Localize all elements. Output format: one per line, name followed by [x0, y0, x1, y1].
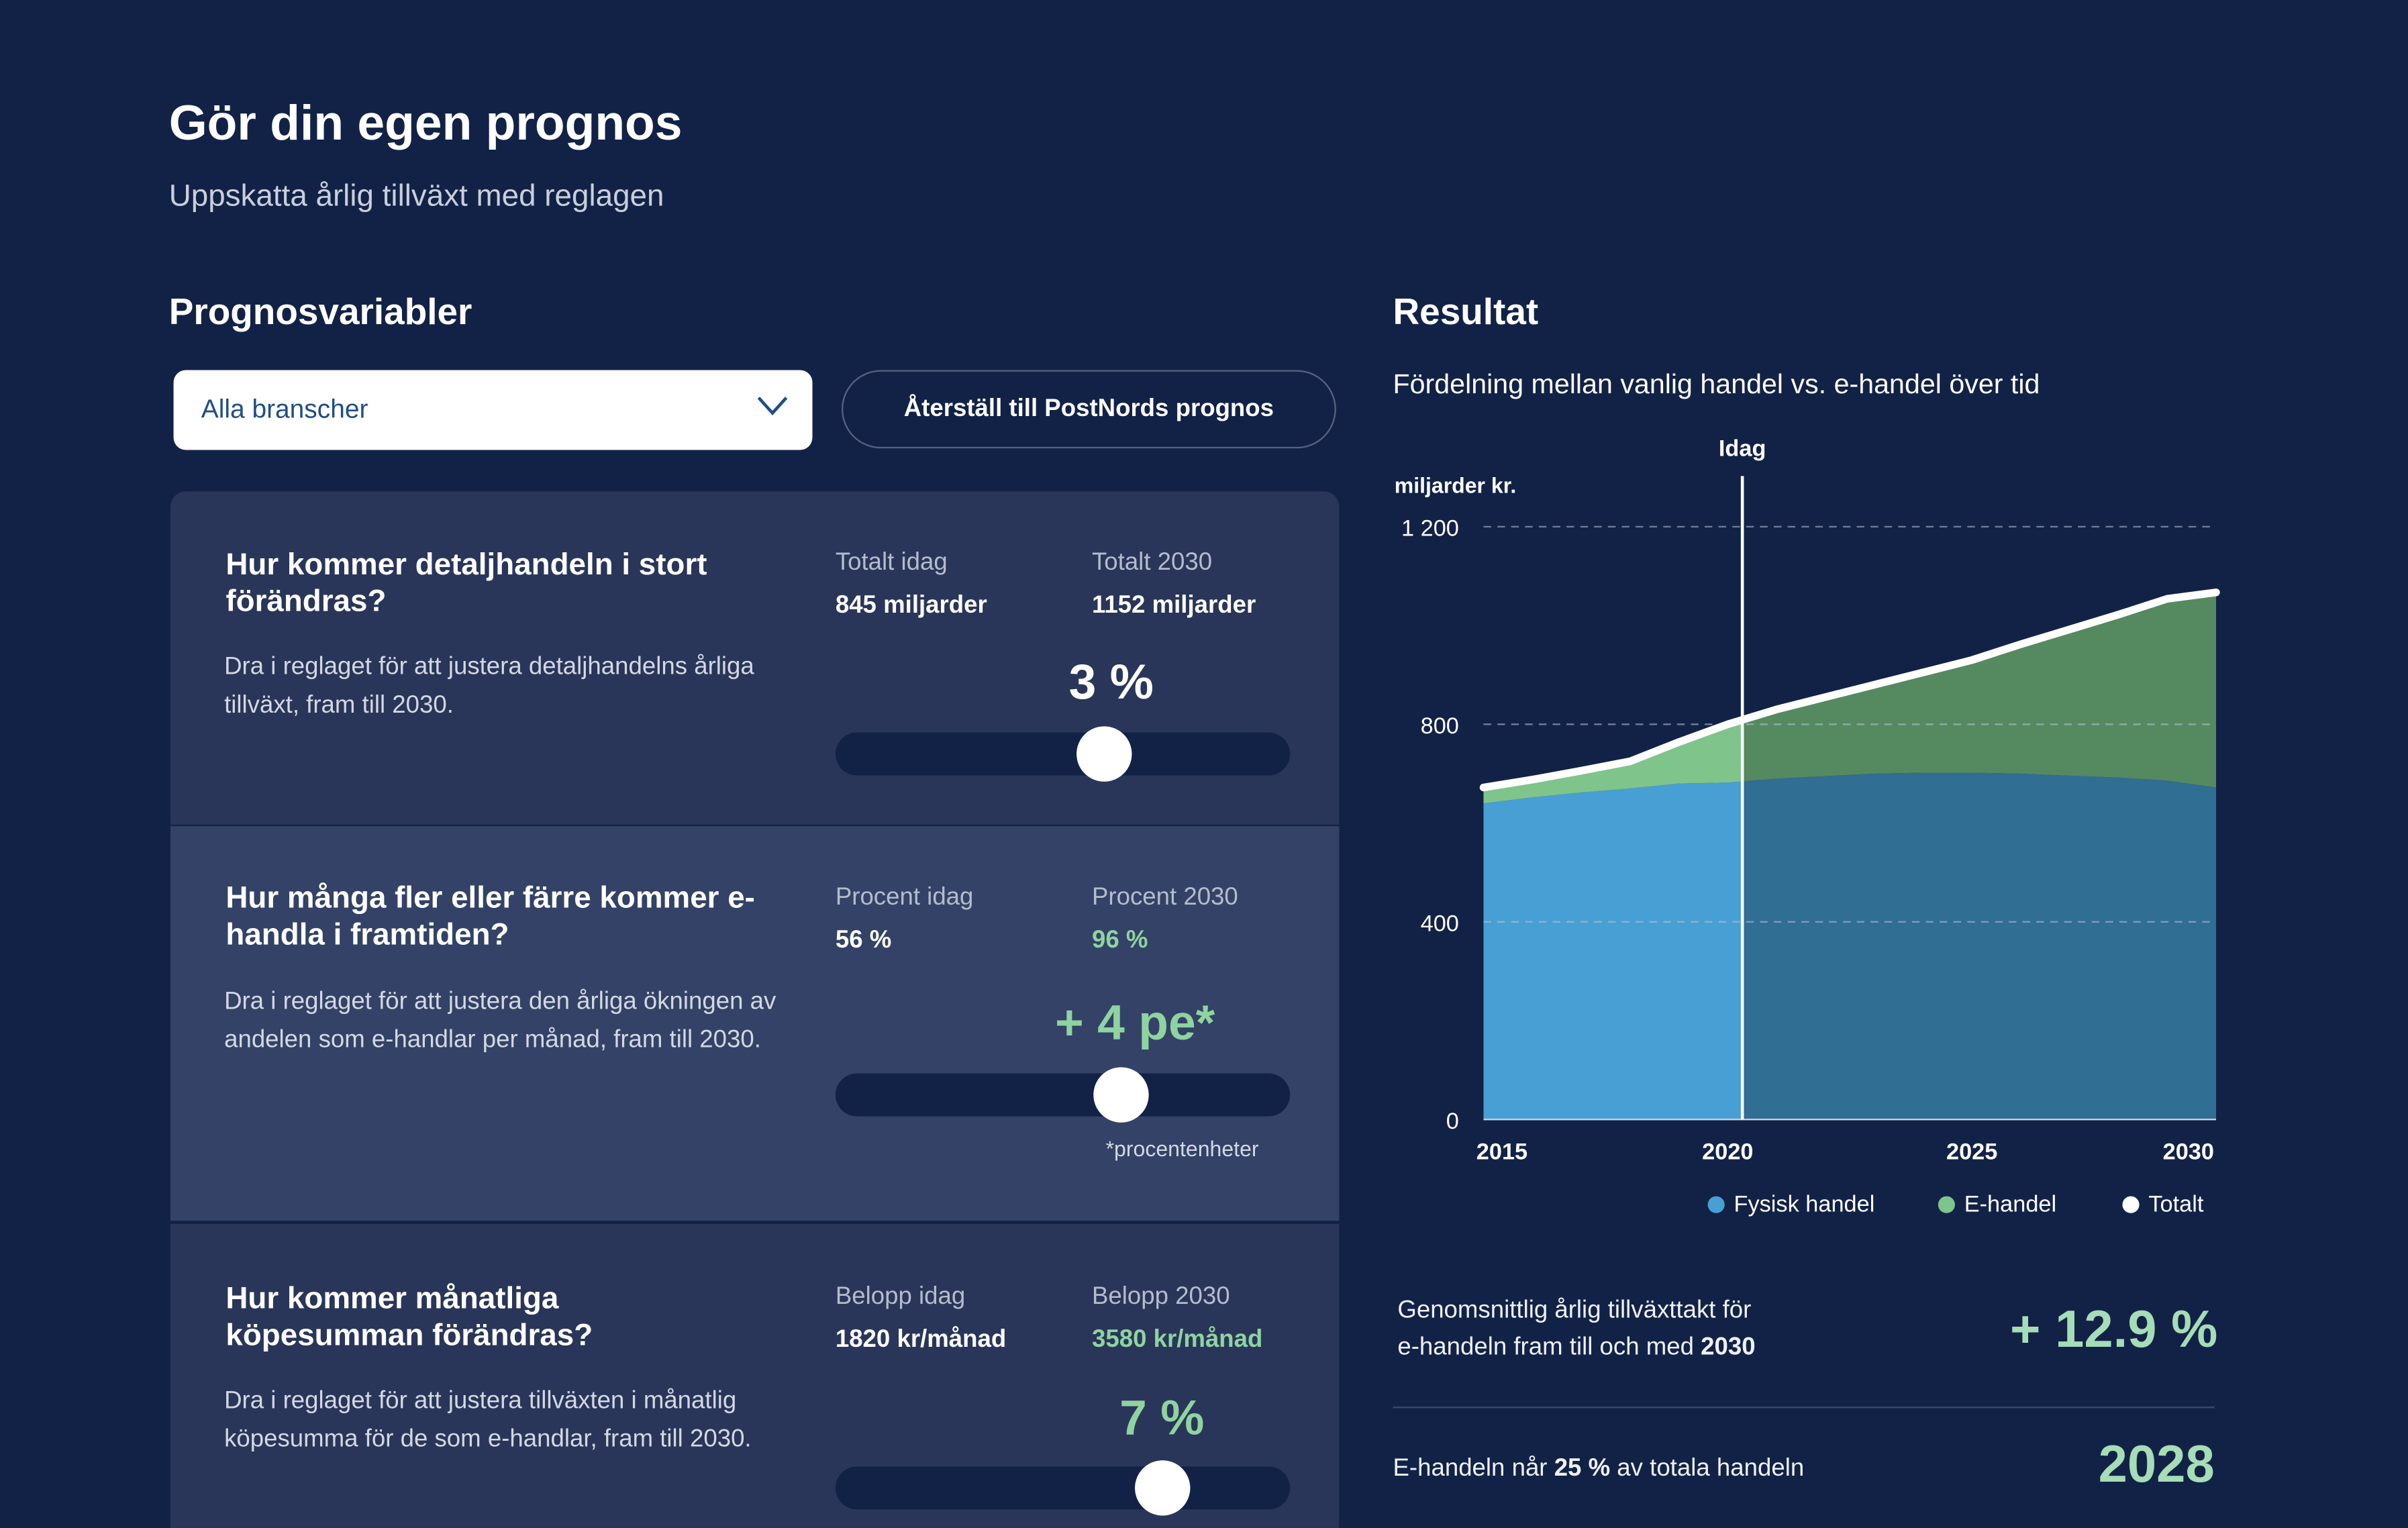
card-question: Hur kommer detaljhandeln i stort förändr…	[225, 548, 707, 619]
industry-select[interactable]: Alla branscher	[173, 370, 813, 450]
card-question: Hur många fler eller färre kommer e-hand…	[225, 881, 755, 952]
value-2030: 1152 miljarder	[1091, 593, 1256, 619]
legend-dot	[2122, 1196, 2140, 1213]
label-today: Belopp idag	[835, 1284, 966, 1310]
kpi-share-value: 2028	[2098, 1435, 2215, 1494]
share-slider[interactable]	[835, 1067, 1291, 1123]
label-2030: Belopp 2030	[1091, 1284, 1230, 1310]
x-tick-label: 2030	[2163, 1139, 2214, 1165]
legend-dot	[1707, 1196, 1725, 1213]
kpi-text: av totala handeln	[1610, 1456, 1805, 1482]
growth-slider[interactable]	[835, 726, 1291, 782]
value-today: 56 %	[835, 927, 892, 954]
page-subtitle: Uppskatta årlig tillväxt med reglagen	[168, 179, 664, 214]
y-tick-label: 400	[1421, 911, 1459, 936]
legend-totalt: Totalt	[2122, 1192, 2203, 1218]
slider-value: + 4 pe*	[1055, 995, 1215, 1051]
variables-title: Prognosvariabler	[168, 291, 472, 334]
line-totalt	[1479, 589, 2220, 792]
value-2030: 96 %	[1091, 927, 1148, 954]
label-today: Procent idag	[835, 884, 974, 911]
kpi-growth-value: + 12.9 %	[2010, 1301, 2218, 1360]
legend-dot	[1938, 1196, 1956, 1213]
kpi-bold: 2030	[1701, 1334, 1756, 1361]
slider-thumb[interactable]	[1094, 1067, 1150, 1123]
value-today: 1820 kr/månad	[835, 1327, 1007, 1353]
x-tick-label: 2015	[1476, 1139, 1527, 1165]
card-total-retail: Hur kommer detaljhandeln i stort förändr…	[170, 491, 1340, 825]
area-chart: 0 400 800 1 200 2015 2020 2025 2030 miljarder kr…	[1395, 436, 2220, 1165]
chart-subtitle: Fördelning mellan vanlig handel vs. e-ha…	[1393, 368, 2040, 399]
card-monthly-spend: Hur kommer månatliga köpesumman förändra…	[170, 1223, 1340, 1528]
kpi-growth-text: Genomsnittlig årlig tillväxttakt för e-h…	[1397, 1293, 1755, 1367]
chevron-down-icon	[757, 397, 788, 415]
today-label: Idag	[1719, 436, 1766, 462]
x-tick-label: 2020	[1702, 1139, 1753, 1165]
legend-fysisk: Fysisk handel	[1707, 1191, 1875, 1218]
area-e-handel	[1483, 719, 1743, 804]
y-axis-label: miljarder kr.	[1395, 474, 1517, 498]
y-tick-label: 1 200	[1401, 516, 1459, 542]
area-e-handel	[1742, 592, 2217, 788]
kpi-text: Genomsnittlig årlig tillväxttakt för	[1397, 1297, 1752, 1324]
slider-thumb[interactable]	[1135, 1460, 1191, 1516]
page-title: Gör din egen prognos	[168, 95, 683, 151]
card-description: Dra i reglaget för att justera detaljhan…	[224, 654, 754, 719]
card-description: Dra i reglaget för att justera tillväxte…	[224, 1388, 752, 1453]
divider	[1393, 1407, 2215, 1409]
value-2030: 3580 kr/månad	[1091, 1327, 1263, 1353]
kpi-share-text: E-handeln når 25 % av totala handeln	[1393, 1451, 1804, 1488]
kpi-bold: 25 %	[1554, 1456, 1611, 1482]
footnote: *procentenheter	[1105, 1136, 1259, 1161]
kpi-text: e-handeln fram till och med	[1397, 1334, 1701, 1361]
area-fysisk-handel	[1742, 772, 2217, 1120]
legend-ehandel: E-handel	[1938, 1192, 2056, 1218]
label-2030: Totalt 2030	[1091, 550, 1213, 576]
legend-label: E-handel	[1964, 1191, 2057, 1218]
y-tick-label: 800	[1421, 713, 1459, 739]
y-tick-label: 0	[1446, 1109, 1459, 1134]
card-description: Dra i reglaget för att justera den årlig…	[224, 988, 776, 1054]
results-title: Resultat	[1393, 291, 1539, 334]
card-ecommerce-share: Hur många fler eller färre kommer e-hand…	[170, 826, 1340, 1221]
legend-label: Fysisk handel	[1734, 1191, 1875, 1218]
label-today: Totalt idag	[835, 550, 948, 576]
card-question: Hur kommer månatliga köpesumman förändra…	[225, 1282, 593, 1353]
slider-value: 7 %	[1119, 1389, 1205, 1445]
reset-forecast-button[interactable]: Återställ till PostNords prognos	[841, 370, 1336, 449]
slider-thumb[interactable]	[1076, 726, 1132, 782]
industry-select-value: Alla branscher	[201, 395, 368, 424]
area-fysisk-handel	[1483, 781, 1743, 1120]
value-today: 845 miljarder	[835, 593, 987, 619]
kpi-text: E-handeln når	[1393, 1456, 1554, 1482]
legend-label: Totalt	[2148, 1191, 2204, 1218]
spend-slider[interactable]	[835, 1460, 1291, 1516]
label-2030: Procent 2030	[1091, 884, 1238, 911]
slider-value: 3 %	[1068, 654, 1154, 710]
x-tick-label: 2025	[1946, 1139, 1997, 1165]
